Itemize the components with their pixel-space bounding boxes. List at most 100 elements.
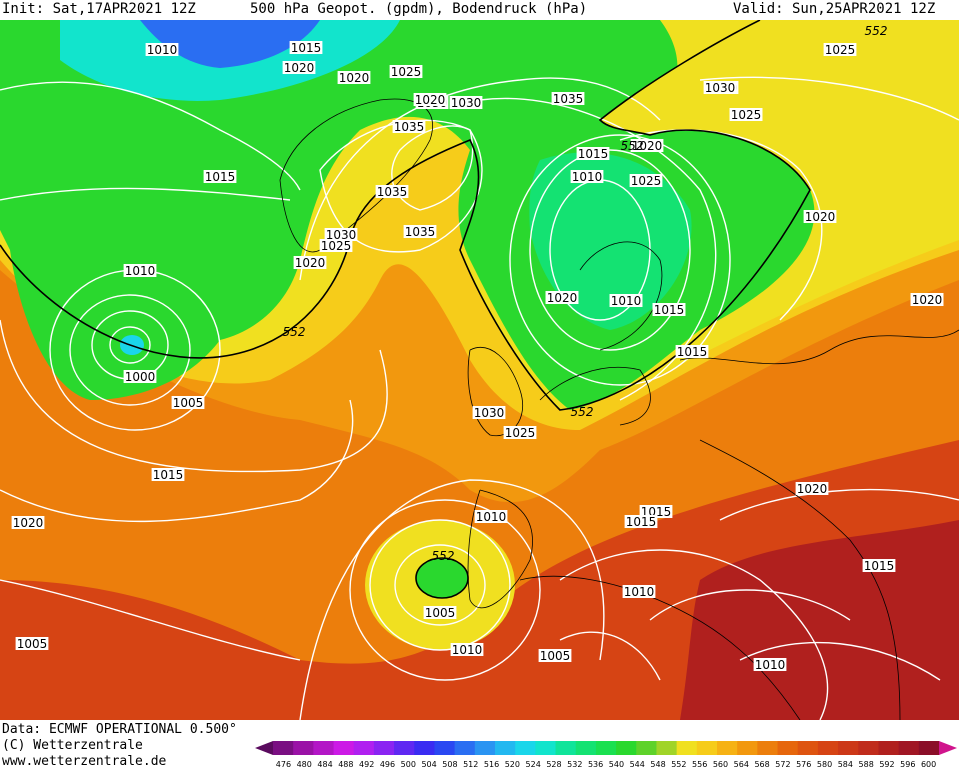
legend-swatch bbox=[555, 741, 577, 755]
legend-tick-label: 568 bbox=[754, 760, 769, 769]
pressure-label-bg bbox=[15, 637, 49, 650]
geopotential-label: 552 bbox=[865, 24, 888, 38]
legend-tick-label: 544 bbox=[630, 760, 645, 769]
pressure-label-bg bbox=[375, 185, 409, 198]
legend-tick-label: 584 bbox=[838, 760, 853, 769]
pressure-label-bg bbox=[123, 264, 157, 277]
geopotential-label: 552 bbox=[283, 325, 306, 339]
pressure-label-bg bbox=[474, 510, 508, 523]
pressure-label: 1020 bbox=[284, 61, 315, 75]
pressure-label: 1010 bbox=[755, 658, 786, 672]
legend-swatch bbox=[273, 741, 294, 755]
pressure-label: 1025 bbox=[391, 65, 422, 79]
pressure-label: 1020 bbox=[805, 210, 836, 224]
pressure-label-bg bbox=[729, 108, 763, 121]
pressure-label-bg bbox=[11, 516, 45, 529]
legend-tick-label: 496 bbox=[380, 760, 395, 769]
geopotential-label: 552 bbox=[432, 549, 455, 563]
pressure-label-bg bbox=[389, 65, 423, 78]
pressure-label: 1015 bbox=[626, 515, 657, 529]
pressure-label: 1010 bbox=[572, 170, 603, 184]
pressure-label: 1020 bbox=[632, 139, 663, 153]
pressure-label-bg bbox=[289, 41, 323, 54]
legend-tick-label: 488 bbox=[338, 760, 353, 769]
pressure-label-bg bbox=[337, 71, 371, 84]
pressure-label-bg bbox=[862, 559, 896, 572]
legend-swatch bbox=[838, 741, 859, 755]
legend-tick-label: 540 bbox=[609, 760, 624, 769]
chart-header: Init: Sat,17APR2021 12Z 500 hPa Geopot. … bbox=[0, 0, 959, 20]
legend-swatch bbox=[757, 741, 779, 755]
pressure-label: 1010 bbox=[476, 510, 507, 524]
field-cyan-scandinavia bbox=[529, 152, 692, 330]
legend-swatch bbox=[414, 741, 435, 755]
legend-tick-label: 516 bbox=[484, 760, 499, 769]
chart-title: 500 hPa Geopot. (gpdm), Bodendruck (hPa) bbox=[250, 1, 588, 17]
pressure-label: 1020 bbox=[912, 293, 943, 307]
pressure-label-bg bbox=[803, 210, 837, 223]
legend-arrow-right bbox=[939, 741, 957, 755]
pressure-label-bg bbox=[123, 370, 157, 383]
pressure-labels: 1010101510201020102510301035103510351015… bbox=[11, 41, 944, 672]
legend-tick-label: 500 bbox=[401, 760, 416, 769]
color-legend: 476 480 484 488 492 496 500 504 508 512 516 520 524 5… bbox=[255, 739, 957, 769]
pressure-label: 1005 bbox=[17, 637, 48, 651]
pressure-label: 1015 bbox=[864, 559, 895, 573]
legend-tick-label: 528 bbox=[546, 760, 561, 769]
legend-tick-label: 476 bbox=[276, 760, 291, 769]
legend-swatch bbox=[616, 741, 637, 755]
legend-swatch bbox=[595, 741, 617, 755]
legend-swatch bbox=[676, 741, 698, 755]
legend-tick-label: 524 bbox=[526, 760, 541, 769]
pressure-label-bg bbox=[570, 170, 604, 183]
legend-tick-label: 512 bbox=[463, 760, 478, 769]
pressure-label: 1015 bbox=[205, 170, 236, 184]
legend-swatch bbox=[797, 741, 819, 755]
legend-tick-label: 600 bbox=[921, 760, 936, 769]
pressure-label-bg bbox=[630, 139, 664, 152]
pressure-label-bg bbox=[293, 256, 327, 269]
legend-tick-label: 520 bbox=[505, 760, 520, 769]
legend-swatch bbox=[777, 741, 799, 755]
pressure-label: 1035 bbox=[553, 92, 584, 106]
legend-swatch bbox=[898, 741, 920, 755]
weather-map: 1010101510201020102510301035103510351015… bbox=[0, 20, 959, 720]
legend-tick-label: 596 bbox=[900, 760, 915, 769]
data-source: Data: ECMWF OPERATIONAL 0.500° bbox=[2, 722, 237, 737]
pressure-label-bg bbox=[795, 482, 829, 495]
legend-swatch bbox=[858, 741, 879, 755]
init-time: Init: Sat,17APR2021 12Z bbox=[2, 1, 196, 17]
legend-swatch bbox=[353, 741, 375, 755]
field-blue bbox=[140, 20, 320, 68]
pressure-label-bg bbox=[538, 649, 572, 662]
pressure-label-bg bbox=[675, 345, 709, 358]
legend-swatch bbox=[575, 741, 597, 755]
legend-swatch bbox=[656, 741, 678, 755]
legend-swatch bbox=[495, 741, 516, 755]
pressure-label-bg bbox=[392, 120, 426, 133]
pressure-label: 1025 bbox=[731, 108, 762, 122]
legend-swatch bbox=[313, 741, 335, 755]
pressure-label: 1015 bbox=[153, 468, 184, 482]
geopotential-labels: 552 552 552 552 552 bbox=[283, 24, 888, 563]
pressure-label: 1010 bbox=[624, 585, 655, 599]
legend-tick-label: 492 bbox=[359, 760, 374, 769]
pressure-label-bg bbox=[639, 505, 673, 518]
pressure-label-bg bbox=[151, 468, 185, 481]
legend-swatch bbox=[515, 741, 536, 755]
pressure-label-bg bbox=[282, 61, 316, 74]
legend-swatch bbox=[535, 741, 557, 755]
legend-swatch bbox=[817, 741, 839, 755]
legend-tick-label: 572 bbox=[775, 760, 790, 769]
valid-time: Valid: Sun,25APR2021 12Z bbox=[733, 1, 936, 17]
pressure-label: 1020 bbox=[415, 93, 446, 107]
legend-tick-label: 532 bbox=[567, 760, 582, 769]
legend-swatch bbox=[333, 741, 355, 755]
pressure-label: 1030 bbox=[705, 81, 736, 95]
pressure-label-bg bbox=[145, 43, 179, 56]
pressure-label-bg bbox=[503, 426, 537, 439]
legend-tick-label: 556 bbox=[692, 760, 707, 769]
legend-swatch bbox=[878, 741, 900, 755]
pressure-label: 1010 bbox=[611, 294, 642, 308]
pressure-label-bg bbox=[423, 606, 457, 619]
